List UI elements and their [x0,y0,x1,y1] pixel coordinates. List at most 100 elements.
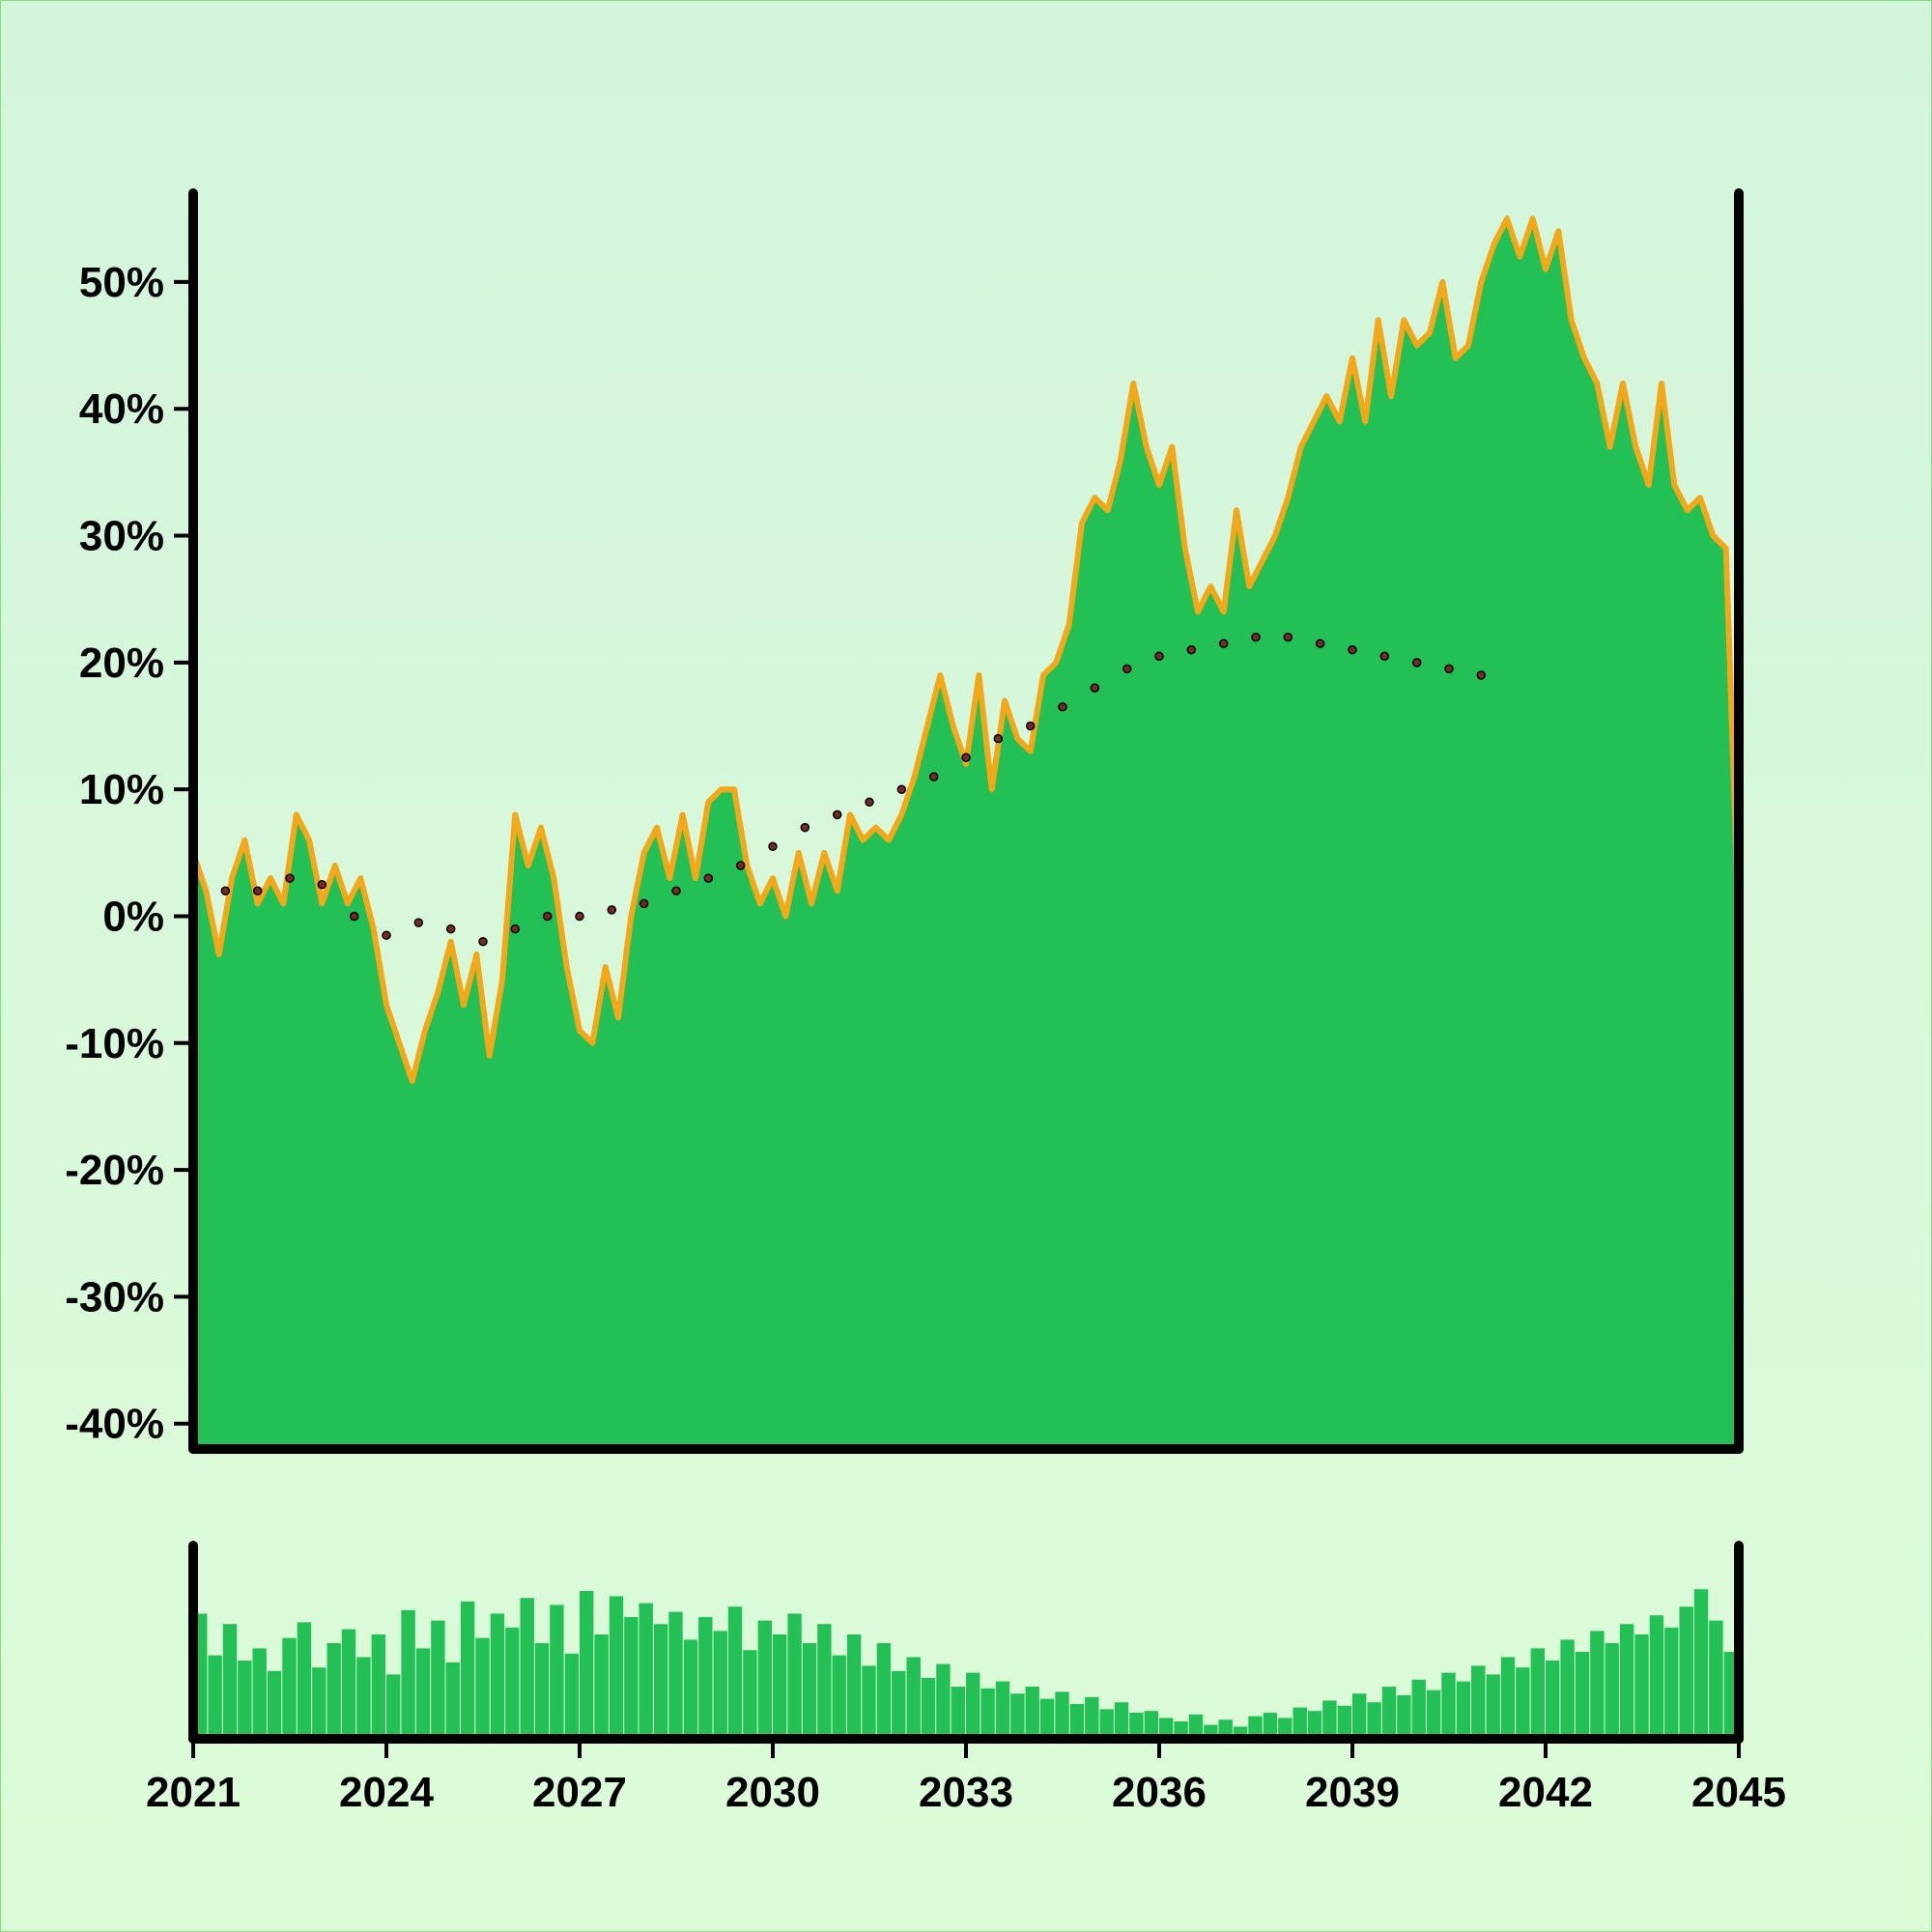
volume-bar [1352,1693,1367,1739]
volume-bar [787,1613,802,1739]
volume-bar [252,1648,267,1739]
volume-bar [653,1624,668,1739]
volume-bar [1411,1679,1426,1739]
volume-bar [1263,1713,1278,1739]
volume-bar [802,1643,817,1739]
volume-bar [534,1643,550,1739]
volume-bar [1634,1634,1649,1739]
volume-bar [490,1613,505,1739]
volume-bar [1188,1714,1204,1739]
volume-bar [1114,1702,1129,1739]
volume-bar [846,1634,862,1739]
area-outline [190,215,1742,1085]
volume-bar [862,1665,876,1739]
volume-bar [371,1634,385,1739]
y-tick-label: 20% [79,639,164,687]
volume-bar [208,1655,222,1739]
trend-dot [639,898,649,909]
volume-bar [475,1637,490,1739]
x-tick-label: 2027 [532,1769,627,1816]
volume-bar [906,1657,921,1739]
trend-dot [1476,670,1487,680]
volume-bar [1085,1696,1099,1739]
volume-bar [1248,1716,1263,1739]
volume-bar [312,1667,327,1739]
y-tick-label: 30% [79,513,164,560]
x-tick-label: 2024 [339,1769,434,1816]
volume-bar [773,1634,787,1739]
y-tick-label: 0% [102,893,164,940]
trend-dot [865,797,874,808]
trend-dot [1283,632,1293,642]
trend-dot [575,911,584,922]
trend-dot [220,886,231,895]
y-tick-label: -40% [65,1401,164,1448]
y-tick-label: -10% [65,1020,164,1067]
volume-bar [1693,1589,1709,1739]
volume-bar [951,1687,965,1739]
volume-bar [1129,1713,1144,1739]
trend-dot [1058,702,1067,712]
y-axis-ticks: -40% -30% -20% -10% 0% 10% 20% 30% 40% 50% [65,259,193,1448]
trend-dot [252,886,263,895]
volume-bar [297,1622,312,1739]
trend-dot [510,923,521,934]
volume-bar [550,1605,564,1739]
trend-dot [768,841,778,852]
trend-dot [349,911,359,922]
volume-bar [1381,1687,1397,1739]
trend-dot [800,822,810,833]
volume-bar [327,1643,341,1739]
volume-bar [639,1603,653,1739]
volume-bar [757,1620,772,1739]
volume-bar [1099,1709,1114,1739]
y-tick-label: 40% [79,385,164,433]
volume-bar [683,1639,698,1739]
volume-bar [743,1650,757,1739]
volume-bar [1069,1704,1085,1739]
volume-bar [431,1620,445,1739]
volume-bar [832,1655,846,1739]
volume-bar [341,1629,356,1739]
trend-dot [961,753,971,763]
trend-dot [382,930,391,940]
trend-dot [928,772,939,781]
volume-bar [1546,1661,1560,1739]
volume-bar [698,1617,713,1739]
volume-bar [936,1663,951,1739]
volume-bar [892,1670,906,1739]
volume-bar [238,1661,252,1739]
volume-bar [1441,1672,1456,1739]
volume-bar [980,1688,995,1739]
trend-dot [1218,639,1229,648]
volume-bar [401,1609,415,1739]
trend-dot [1154,651,1164,662]
volume-bar [624,1617,639,1739]
volume-bar [1278,1718,1293,1739]
volume-bar [1025,1687,1039,1739]
volume-bar [1307,1711,1322,1739]
volume-bar [1575,1652,1590,1739]
volume-bar [1159,1718,1174,1739]
trend-dot [832,810,842,820]
volume-bar [1590,1631,1605,1739]
trend-dot [1379,651,1390,662]
trend-dot [1122,664,1132,674]
y-tick-label: 50% [79,259,164,306]
y-tick-label: -30% [65,1273,164,1321]
volume-bar [1560,1639,1575,1739]
x-tick-label: 2039 [1305,1769,1400,1816]
trend-dot [285,873,295,883]
volume-bar [1486,1674,1500,1739]
volume-bar [594,1634,609,1739]
x-tick-label: 2045 [1691,1769,1786,1816]
volume-bar [564,1653,579,1739]
trend-dot [1444,664,1454,674]
x-axis-ticks: 2021 2024 2027 2030 2033 2036 2039 2042 2045 [146,1739,1786,1816]
y-tick-label: -20% [65,1147,164,1194]
area-fill [193,218,1739,1449]
volume-bar [1456,1681,1471,1739]
volume-bar [1709,1620,1723,1739]
trend-dot [896,784,907,794]
trend-dot [478,936,488,947]
